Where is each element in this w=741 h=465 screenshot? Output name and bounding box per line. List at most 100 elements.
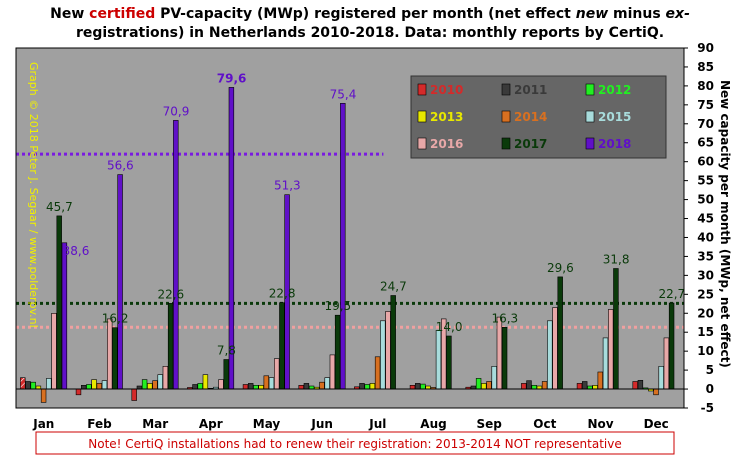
y-tick-label: 75 <box>697 98 714 112</box>
bar-2014-Sep <box>486 381 492 390</box>
y-axis-label: New capacity per month (MWp, net effect) <box>718 80 732 368</box>
y-tick-label: 55 <box>697 174 714 188</box>
legend-item-2011: 2011 <box>501 83 547 97</box>
legend-label: 2016 <box>430 137 463 151</box>
bar-2012-Jul <box>364 384 370 390</box>
bar-2010-Nov <box>576 383 583 390</box>
bar-2011-Jan <box>25 381 31 390</box>
legend-swatch <box>585 110 595 123</box>
bar-2018-Jan <box>61 242 68 390</box>
x-category-Mar: Mar <box>142 417 168 431</box>
data-label-2017-May: 22,8 <box>269 287 296 301</box>
bar-2012-Aug <box>420 383 426 390</box>
data-label-2018-Feb: 56,6 <box>107 159 134 173</box>
data-label-2018-Jun: 75,4 <box>330 87 357 101</box>
bar-2015-Jun <box>324 377 330 390</box>
y-tick-label: -5 <box>701 401 714 415</box>
bar-2016-Oct <box>552 307 558 390</box>
bar-2011-Feb <box>81 384 87 390</box>
data-label-2018-Mar: 70,9 <box>163 104 190 118</box>
bar-2010-Jun <box>298 384 304 390</box>
x-category-Jul: Jul <box>368 417 386 431</box>
data-label-2017-Aug: 14,0 <box>436 320 463 334</box>
y-tick-label: 0 <box>706 382 714 396</box>
bar-2014-May <box>263 375 269 390</box>
bar-2011-Jun <box>303 383 310 390</box>
bar-2011-Apr <box>192 384 198 390</box>
x-category-Sep: Sep <box>477 417 503 431</box>
plot-border <box>15 47 685 409</box>
x-category-Nov: Nov <box>587 417 613 431</box>
legend-item-2013: 2013 <box>417 110 463 124</box>
data-label-2018-Jan: 38,6 <box>63 244 90 258</box>
bar-2015-Jan <box>46 378 52 390</box>
title-part-1: certified <box>89 6 155 22</box>
bar-2017-Mar <box>167 303 174 390</box>
y-tick-label: 10 <box>697 344 714 358</box>
bar-2015-Feb <box>101 380 108 390</box>
bar-2017-Sep <box>501 326 508 390</box>
bar-2017-May <box>279 302 285 390</box>
chart-title-line1: New certified PV-capacity (MWp) register… <box>50 6 690 22</box>
bar-2014-Feb <box>96 383 103 390</box>
legend-swatch <box>585 137 595 150</box>
bar-2016-Jun <box>329 354 336 390</box>
bar-2011-Oct <box>526 380 532 390</box>
bar-2013-Aug <box>425 385 431 390</box>
bar-2011-Sep <box>470 385 477 390</box>
legend-item-2012: 2012 <box>585 83 631 97</box>
data-label-2018-Apr: 79,6 <box>217 71 247 85</box>
bar-2011-May <box>248 383 254 390</box>
x-category-May: May <box>253 417 281 431</box>
legend-box <box>410 75 667 159</box>
x-axis-categories: Jan Feb Mar Apr May Jun Jul Aug Sep Oct Nov Dec <box>32 417 669 431</box>
bar-2012-Oct <box>531 384 537 390</box>
bar-2014-Dec <box>653 388 659 396</box>
x-category-Oct: Oct <box>533 417 556 431</box>
data-label-2017-Nov: 31,8 <box>603 253 630 267</box>
bar-2017-Dec <box>668 302 675 390</box>
y-tick-label: 35 <box>697 249 714 263</box>
reference-lines <box>16 152 684 329</box>
data-label-2017-Apr: 7,8 <box>217 344 236 358</box>
legend-label: 2011 <box>514 83 547 97</box>
legend-label: 2015 <box>598 110 631 124</box>
legend-swatch <box>417 110 427 123</box>
bar-2010-Aug <box>409 384 416 390</box>
x-category-Dec: Dec <box>644 417 669 431</box>
data-label-2017-Mar: 22,6 <box>157 287 184 301</box>
y-tick-label: 85 <box>697 60 714 74</box>
y-tick-label: 5 <box>706 363 714 377</box>
y-tick-label: 65 <box>697 136 714 150</box>
bar-2011-Jul <box>359 383 365 390</box>
bar-2012-May <box>253 384 259 390</box>
bar-2016-Mar <box>162 365 169 390</box>
x-category-Feb: Feb <box>87 417 112 431</box>
note-box <box>35 431 675 455</box>
bar-2013-Jan <box>35 385 42 390</box>
data-label-2017-Feb: 16,2 <box>102 312 129 326</box>
legend-swatch <box>417 83 427 96</box>
legend-item-2015: 2015 <box>585 110 631 124</box>
bar-2018-Mar <box>173 120 179 390</box>
bar-2014-Oct <box>541 381 548 390</box>
y-tick-label: 30 <box>697 268 714 282</box>
bar-2013-Apr <box>202 374 209 390</box>
x-category-Aug: Aug <box>420 417 446 431</box>
bar-2015-May <box>268 377 275 390</box>
y-tick-label: 20 <box>697 306 714 320</box>
bar-2017-Nov <box>613 268 619 390</box>
legend-label: 2017 <box>514 137 547 151</box>
bar-2017-Jan <box>56 215 62 390</box>
bar-2011-Dec <box>637 379 644 390</box>
bar-2013-Sep <box>481 383 487 390</box>
legend-item-2010: 2010 <box>417 83 463 97</box>
bar-2016-Jan <box>51 312 57 390</box>
bar-2010-May <box>242 384 249 390</box>
bar-2013-Mar <box>147 383 153 390</box>
bar-2012-Sep <box>475 378 482 390</box>
data-label-2017-Jan: 45,7 <box>46 200 73 214</box>
bar-2015-Jul <box>380 320 386 390</box>
bar-2012-Jan <box>30 381 36 390</box>
